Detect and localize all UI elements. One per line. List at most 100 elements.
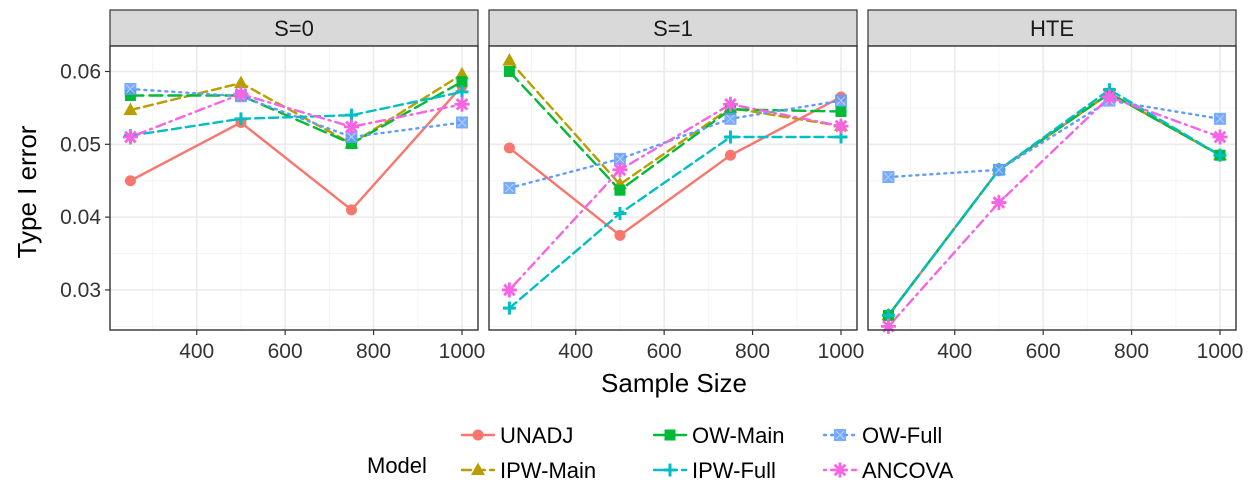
- series-line-ancova: [887, 95, 1222, 328]
- data-point-ow-full: [124, 82, 137, 95]
- data-point-ow-full-cross: [126, 84, 135, 94]
- data-point-ow-main: [835, 106, 847, 118]
- data-point-ipw-main: [502, 53, 517, 66]
- legend-key-marker: [471, 462, 485, 475]
- data-point-ancova-shape: [454, 96, 470, 112]
- x-axis-title: Sample Size: [601, 368, 747, 398]
- data-point-ancova-shape: [233, 86, 249, 102]
- data-point-ipw-full-shape: [455, 85, 469, 99]
- data-point-unadj-shape: [614, 229, 626, 241]
- y-tick-label: 0.06: [60, 60, 101, 83]
- data-point-ancova: [1212, 129, 1228, 145]
- data-point-ipw-full-shape: [723, 130, 737, 144]
- legend-key-marker: [834, 429, 846, 441]
- y-tick-label: 0.04: [60, 206, 101, 229]
- data-point-ancova: [880, 318, 896, 334]
- panel-title: S=1: [653, 16, 693, 41]
- x-tick-label: 400: [179, 340, 214, 363]
- data-point-ow-full: [456, 116, 468, 129]
- legend-key-marker: [663, 463, 677, 477]
- data-point-ancova: [833, 118, 849, 134]
- panels: S=0 400 600 800 1000 0.03 0.04 0.05 0.06 S=1 400 60…: [60, 9, 1244, 363]
- series-line-ipw-full: [887, 88, 1222, 317]
- data-point-ancova: [454, 96, 470, 112]
- data-point-unadj: [614, 229, 626, 241]
- data-point-ipw-full: [723, 130, 737, 144]
- series-line-ipw-main: [508, 59, 843, 186]
- series-line-ancova: [129, 92, 464, 139]
- data-point-ow-full-cross: [994, 165, 1004, 175]
- data-point-ow-full: [1214, 112, 1226, 125]
- series-points: [501, 53, 849, 315]
- legend-key-marker-shape: [472, 429, 484, 441]
- data-point-ancova-shape: [1101, 89, 1117, 105]
- legend-key-marker-shape: [664, 429, 676, 441]
- data-point-ow-main-shape: [614, 184, 626, 196]
- panel-title: S=0: [274, 16, 314, 41]
- data-point-ow-full: [835, 94, 847, 107]
- data-point-ow-full-cross: [347, 132, 356, 142]
- data-point-ow-full-cross: [1215, 114, 1225, 124]
- data-point-ow-full: [992, 163, 1005, 176]
- panel-background: [110, 46, 478, 330]
- data-point-ancova-shape: [501, 282, 517, 298]
- data-point-ancova-shape: [722, 96, 738, 112]
- x-tick-label: 1000: [1197, 340, 1244, 363]
- x-tick-label: 600: [1026, 340, 1061, 363]
- y-tick-label: 0.05: [60, 133, 101, 156]
- data-point-ow-main-shape: [835, 106, 847, 118]
- data-point-ow-main: [503, 65, 515, 77]
- series-line-ow-full: [887, 99, 1222, 179]
- data-point-ancova-shape: [612, 162, 628, 178]
- legend-title: Model: [367, 453, 427, 478]
- data-point-ancova: [612, 162, 628, 178]
- data-point-ow-main-shape: [345, 138, 357, 150]
- x-tick-label: 1000: [818, 340, 865, 363]
- legend-key-marker: [832, 462, 848, 478]
- legend-item-ancova: ANCOVA: [822, 458, 954, 483]
- series-lines: [887, 88, 1222, 328]
- x-tick-label: 400: [558, 340, 593, 363]
- panel-background: [868, 46, 1236, 330]
- x-tick-label: 400: [937, 340, 972, 363]
- y-axis-title: Type I error: [12, 125, 42, 258]
- legend-item-ipw-full: IPW-Full: [652, 458, 776, 483]
- data-point-ow-main: [124, 90, 136, 102]
- data-point-ipw-full: [502, 301, 516, 315]
- panel-strip: [867, 9, 1237, 47]
- data-point-ow-full: [503, 182, 516, 194]
- data-point-ow-full-cross: [457, 118, 467, 127]
- legend-item-ipw-main: IPW-Main: [460, 458, 596, 483]
- legend-label: UNADJ: [500, 423, 573, 448]
- data-point-ancova: [343, 119, 359, 135]
- data-point-unadj: [724, 149, 736, 161]
- data-point-ow-full-cross: [836, 96, 846, 105]
- data-point-ow-main: [345, 138, 357, 150]
- data-point-ancova-shape: [122, 129, 138, 145]
- data-point-ancova-shape: [833, 118, 849, 134]
- data-point-ipw-full: [234, 112, 248, 126]
- panel-border: [488, 45, 858, 331]
- legend-label: OW-Main: [692, 423, 785, 448]
- series-line-ipw-full: [508, 135, 843, 310]
- data-point-ow-full-cross: [615, 154, 625, 164]
- x-tick-label: 600: [268, 340, 303, 363]
- data-point-ipw-full-shape: [502, 301, 516, 315]
- data-point-ipw-main: [123, 102, 138, 116]
- data-point-ow-main: [614, 184, 626, 196]
- data-point-unadj: [503, 142, 515, 154]
- y-tick-label: 0.03: [60, 279, 101, 302]
- legend-item-ow-full: OW-Full: [822, 423, 942, 448]
- data-point-unadj-shape: [124, 175, 136, 187]
- data-point-ancova-shape: [343, 119, 359, 135]
- x-tick-label: 800: [356, 340, 391, 363]
- data-point-ow-full: [724, 112, 737, 125]
- data-point-ancova: [233, 86, 249, 102]
- x-tick-label: 800: [735, 340, 770, 363]
- series-line-ow-main: [129, 80, 464, 145]
- data-point-unadj-shape: [724, 149, 736, 161]
- series-line-ow-main: [887, 92, 1222, 317]
- data-point-ipw-full: [613, 206, 627, 220]
- data-point-ow-main-shape: [124, 90, 136, 102]
